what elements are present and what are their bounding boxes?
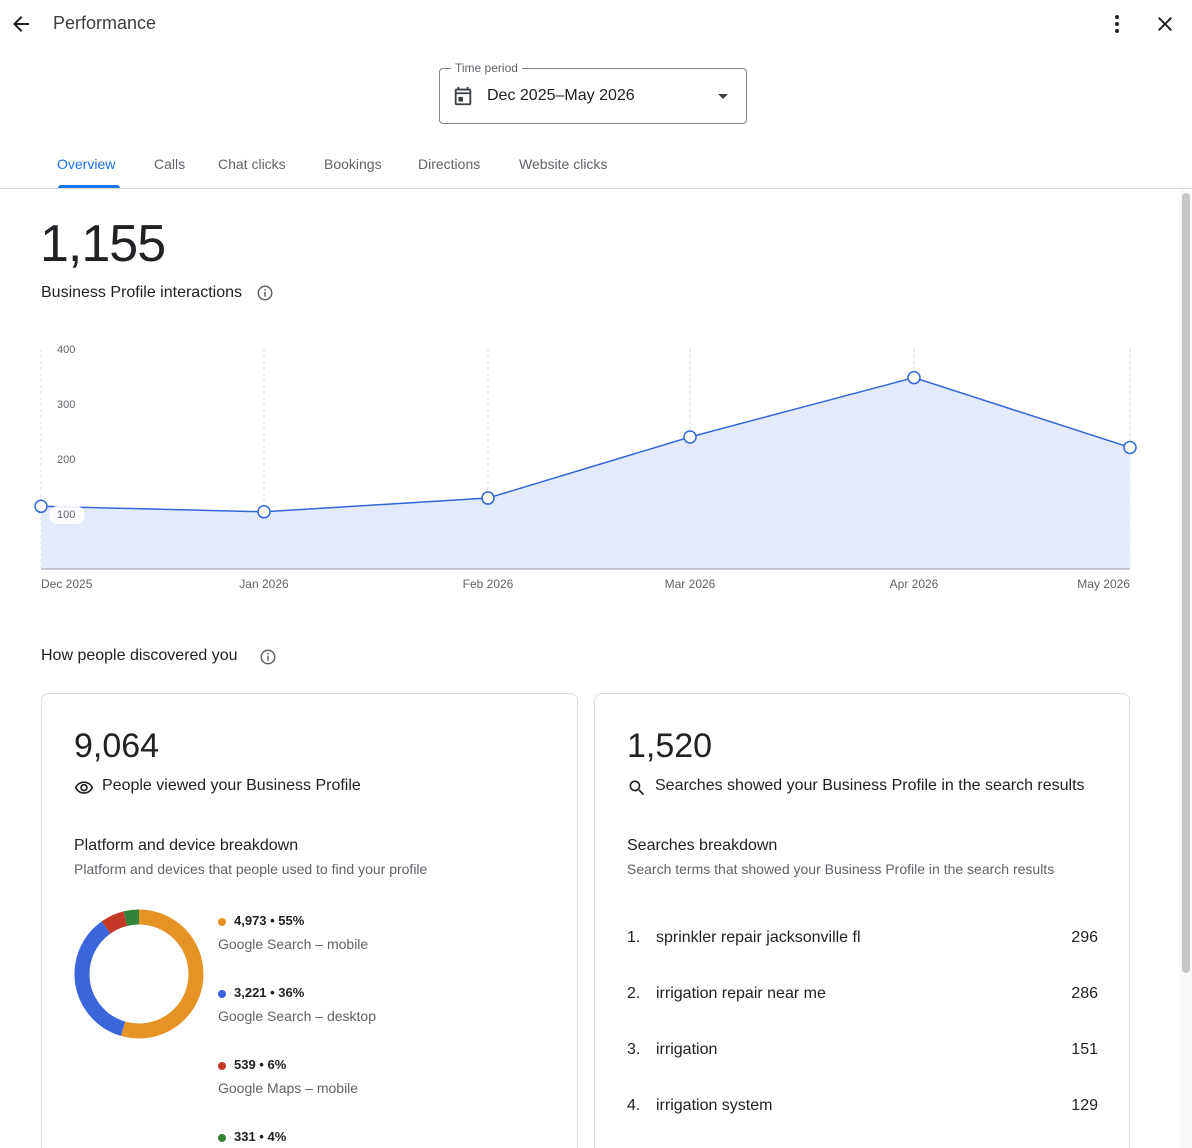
close-button[interactable]: [1147, 6, 1183, 42]
search-rank: 2.: [627, 985, 641, 1002]
chart-series-line: [40, 376, 1131, 513]
chart-data-point: [1123, 440, 1137, 455]
legend-value: 539 • 6%: [234, 1057, 287, 1072]
search-term-row: 1. sprinkler repair jacksonville fl 296: [627, 929, 1098, 949]
chart-xtick-label: Feb 2026: [463, 577, 514, 591]
tab-website-clicks[interactable]: Website clicks: [519, 156, 608, 172]
search-rank: 3.: [627, 1041, 641, 1058]
legend-value: 4,973 • 55%: [234, 913, 305, 928]
chart-xtick-label: Dec 2025: [41, 577, 93, 591]
chart-xtick-label: Apr 2026: [890, 577, 939, 591]
time-period-value: Dec 2025–May 2026: [487, 87, 635, 104]
interactions-label: Business Profile interactions: [41, 284, 242, 301]
tab-directions[interactable]: Directions: [418, 156, 481, 172]
chart-data-point: [683, 430, 697, 444]
chart-ytick-label: 400: [57, 344, 75, 356]
tab-chat-clicks[interactable]: Chat clicks: [218, 156, 286, 172]
time-period-select[interactable]: Time period Dec 2025–May 2026: [439, 61, 747, 124]
platform-donut-chart: [74, 909, 204, 1039]
active-tab-indicator: [58, 185, 120, 188]
tab-calls[interactable]: Calls: [154, 156, 186, 172]
search-rank: 1.: [627, 929, 641, 946]
tab-bookings[interactable]: Bookings: [324, 156, 382, 172]
chart-xtick-label: Mar 2026: [665, 577, 716, 591]
back-button[interactable]: [3, 6, 39, 42]
more-options-button[interactable]: [1099, 6, 1135, 42]
info-icon[interactable]: [256, 284, 274, 302]
legend-name: Google Search – mobile: [218, 936, 369, 952]
searches-label: Searches showed your Business Profile in…: [655, 777, 1085, 794]
search-term: irrigation system: [656, 1097, 773, 1114]
search-term: irrigation: [656, 1041, 718, 1058]
search-term: sprinkler repair jacksonville fl: [656, 929, 861, 946]
legend-dot: [218, 1134, 226, 1142]
legend-value: 3,221 • 36%: [234, 985, 305, 1000]
search-count: 286: [1071, 985, 1098, 1002]
legend-name: Google Maps – mobile: [218, 1080, 359, 1096]
calendar-icon: [454, 86, 472, 106]
chart-ytick-label: 200: [57, 454, 75, 466]
search-icon: [629, 780, 645, 796]
arrow-back-icon: [13, 16, 29, 32]
searches-card: 1,520 Searches showed your Business Prof…: [594, 693, 1130, 1148]
searches-total: 1,520: [627, 727, 713, 765]
legend-dot: [218, 1062, 226, 1070]
page-title: Performance: [53, 13, 157, 33]
search-term-row: 2. irrigation repair near me 286: [627, 985, 1098, 1005]
interactions-chart: 100 200 300 400 Dec 2025 Jan 2026 Feb 2026 Mar…: [34, 344, 1137, 591]
interactions-total: 1,155: [40, 215, 166, 273]
legend-dot: [218, 918, 226, 926]
legend-value: 331 • 4%: [234, 1129, 287, 1144]
tab-bar: Overview Calls Chat clicks Bookings Dire…: [0, 140, 1192, 189]
search-rank: 4.: [627, 1097, 641, 1114]
chart-data-point: [907, 370, 921, 385]
chart-data-point: [481, 491, 495, 505]
search-term-row: 3. irrigation 151: [627, 1041, 1098, 1061]
chart-area-fill: [41, 377, 1130, 569]
search-term: irrigation repair near me: [656, 985, 826, 1002]
chart-xtick-label: May 2026: [1077, 577, 1130, 591]
searches-breakdown-title: Searches breakdown: [627, 837, 778, 854]
search-term-row: 4. irrigation system 129: [627, 1097, 1098, 1117]
views-label: People viewed your Business Profile: [102, 777, 361, 794]
tab-overview[interactable]: Overview: [57, 156, 116, 172]
time-period-label: Time period: [451, 61, 522, 75]
chart-xtick-label: Jan 2026: [239, 577, 289, 591]
top-app-bar: Performance: [0, 0, 1192, 48]
discovery-section-title: How people discovered you: [41, 647, 238, 664]
scrollbar[interactable]: [1180, 189, 1192, 1148]
donut-segment: [74, 909, 204, 1039]
views-card: 9,064 People viewed your Business Profil…: [41, 693, 578, 1148]
chart-ytick-bg: [49, 506, 85, 524]
legend-dot: [218, 990, 226, 998]
views-total: 9,064: [74, 727, 160, 765]
chart-data-point: [34, 499, 48, 514]
eye-icon: [74, 781, 94, 794]
searches-breakdown-desc: Search terms that showed your Business P…: [627, 861, 1055, 877]
info-icon[interactable]: [259, 648, 277, 666]
donut-segment: [74, 909, 204, 1039]
more-vert-icon: [1115, 15, 1119, 33]
platform-breakdown-desc: Platform and devices that people used to…: [74, 861, 428, 877]
dropdown-arrow-icon: [718, 94, 728, 99]
close-icon: [1158, 17, 1172, 31]
search-count: 296: [1071, 929, 1098, 946]
platform-breakdown-title: Platform and device breakdown: [74, 837, 299, 854]
legend-name: Google Search – desktop: [218, 1008, 376, 1024]
chart-ytick-label: 300: [57, 399, 75, 411]
scrollbar-thumb[interactable]: [1182, 193, 1190, 973]
search-count: 151: [1071, 1041, 1098, 1058]
search-count: 129: [1071, 1097, 1098, 1114]
chart-data-point: [257, 505, 271, 519]
chart-ytick-label: 100: [57, 509, 75, 521]
